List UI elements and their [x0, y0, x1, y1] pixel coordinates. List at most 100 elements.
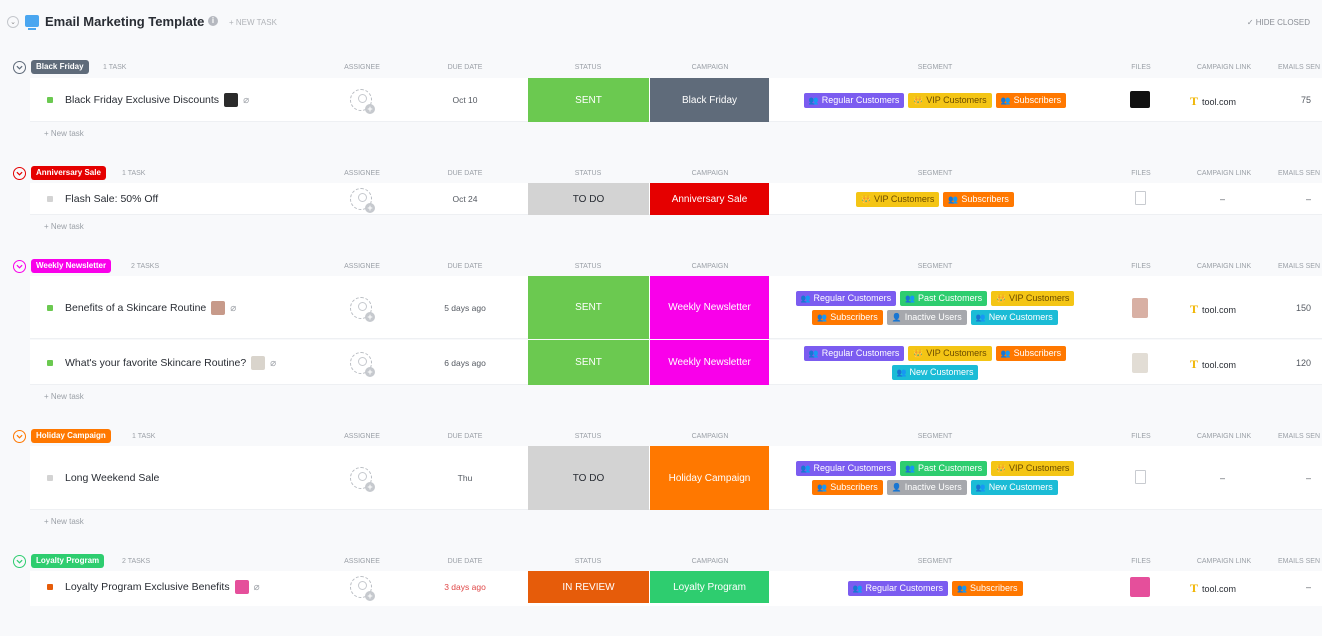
task-name[interactable]: Long Weekend Sale — [65, 472, 159, 484]
file-thumbnail[interactable] — [1130, 91, 1150, 108]
table-row[interactable]: Benefits of a Skincare Routine ⌀ 5 days … — [30, 276, 1322, 339]
segment-cell[interactable]: 👥 Regular Customers 👑 VIP Customers 👥 Subsc… — [775, 80, 1095, 120]
files-cell[interactable] — [1129, 470, 1151, 484]
col-segment[interactable]: SEGMENT — [917, 64, 953, 71]
assignee-avatar[interactable] — [350, 297, 375, 322]
assignee-avatar[interactable] — [350, 352, 375, 377]
due-date[interactable]: 5 days ago — [444, 303, 486, 313]
assignee-avatar[interactable] — [350, 89, 375, 114]
add-task-button[interactable]: + New task — [44, 392, 84, 401]
col-assignee[interactable]: ASSIGNEE — [344, 558, 380, 565]
col-due-date[interactable]: DUE DATE — [447, 170, 483, 177]
campaign-cell[interactable]: Weekly Newsletter — [650, 340, 769, 385]
files-cell[interactable] — [1129, 353, 1151, 373]
files-cell[interactable] — [1129, 577, 1151, 597]
segment-cell[interactable]: 👥 Regular Customers 👑 VIP Customers 👥 Subsc… — [775, 342, 1095, 383]
group-tag[interactable]: Anniversary Sale — [31, 166, 106, 180]
table-row[interactable]: What's your favorite Skincare Routine? ⌀… — [30, 340, 1322, 385]
group-tag[interactable]: Weekly Newsletter — [31, 259, 112, 273]
col-due-date[interactable]: DUE DATE — [447, 64, 483, 71]
col-status[interactable]: STATUS — [574, 433, 602, 440]
campaign-cell[interactable]: Black Friday — [650, 78, 769, 122]
info-icon[interactable]: i — [208, 16, 218, 26]
campaign-link-empty[interactable]: – — [1220, 473, 1226, 483]
col-campaign[interactable]: CAMPAIGN — [691, 263, 729, 270]
group-tag[interactable]: Black Friday — [31, 60, 89, 74]
table-row[interactable]: Long Weekend Sale Thu TO DO Holiday Camp… — [30, 446, 1322, 510]
task-name[interactable]: What's your favorite Skincare Routine? ⌀ — [65, 356, 276, 370]
assignee-avatar[interactable] — [350, 188, 375, 213]
col-files[interactable]: FILES — [1131, 558, 1151, 565]
segment-cell[interactable]: 👑 VIP Customers 👥 Subscribers — [775, 185, 1095, 213]
task-name[interactable]: Benefits of a Skincare Routine ⌀ — [65, 301, 236, 315]
group-toggle-icon[interactable] — [13, 167, 26, 180]
new-task-button[interactable]: + NEW TASK — [229, 18, 277, 27]
paperclip-icon[interactable]: ⌀ — [243, 94, 250, 106]
paperclip-icon[interactable]: ⌀ — [230, 302, 237, 314]
task-name[interactable]: Loyalty Program Exclusive Benefits ⌀ — [65, 580, 260, 594]
table-row[interactable]: Black Friday Exclusive Discounts ⌀ Oct 1… — [30, 78, 1322, 122]
group-toggle-icon[interactable] — [13, 555, 26, 568]
col-emails-sent[interactable]: EMAILS SEN — [1278, 64, 1321, 71]
col-campaign[interactable]: CAMPAIGN — [691, 558, 729, 565]
collapse-list-icon[interactable]: ⌄ — [7, 16, 19, 28]
segment-cell[interactable]: 👥 Regular Customers 👥 Subscribers — [775, 573, 1095, 603]
col-files[interactable]: FILES — [1131, 433, 1151, 440]
col-status[interactable]: STATUS — [574, 170, 602, 177]
file-thumbnail[interactable] — [1130, 577, 1150, 597]
col-status[interactable]: STATUS — [574, 558, 602, 565]
table-row[interactable]: Flash Sale: 50% Off Oct 24 TO DO Anniver… — [30, 183, 1322, 215]
col-segment[interactable]: SEGMENT — [917, 558, 953, 565]
col-status[interactable]: STATUS — [574, 263, 602, 270]
files-cell[interactable] — [1129, 191, 1151, 205]
status-cell[interactable]: SENT — [528, 78, 649, 122]
col-assignee[interactable]: ASSIGNEE — [344, 64, 380, 71]
col-segment[interactable]: SEGMENT — [917, 263, 953, 270]
col-due-date[interactable]: DUE DATE — [447, 263, 483, 270]
hide-closed-toggle[interactable]: ✓ HIDE CLOSED — [1247, 18, 1310, 27]
file-thumbnail[interactable] — [1132, 298, 1148, 318]
col-status[interactable]: STATUS — [574, 64, 602, 71]
assignee-avatar[interactable] — [350, 576, 375, 601]
empty-file-icon[interactable] — [1134, 470, 1146, 484]
col-due-date[interactable]: DUE DATE — [447, 433, 483, 440]
file-thumbnail[interactable] — [1132, 353, 1148, 373]
add-task-button[interactable]: + New task — [44, 129, 84, 138]
campaign-cell[interactable]: Loyalty Program — [650, 571, 769, 603]
col-assignee[interactable]: ASSIGNEE — [344, 170, 380, 177]
col-emails-sent[interactable]: EMAILS SEN — [1278, 170, 1321, 177]
due-date[interactable]: 6 days ago — [444, 358, 486, 368]
due-date[interactable]: Thu — [457, 473, 473, 483]
empty-file-icon[interactable] — [1134, 191, 1146, 205]
group-tag[interactable]: Holiday Campaign — [31, 429, 111, 443]
col-files[interactable]: FILES — [1131, 64, 1151, 71]
col-emails-sent[interactable]: EMAILS SEN — [1278, 433, 1321, 440]
task-name[interactable]: Black Friday Exclusive Discounts ⌀ — [65, 93, 249, 107]
campaign-cell[interactable]: Anniversary Sale — [650, 183, 769, 215]
paperclip-icon[interactable]: ⌀ — [253, 581, 260, 593]
due-date[interactable]: 3 days ago — [444, 582, 486, 592]
status-cell[interactable]: IN REVIEW — [528, 571, 649, 603]
campaign-cell[interactable]: Weekly Newsletter — [650, 276, 769, 339]
col-campaign[interactable]: CAMPAIGN — [691, 170, 729, 177]
col-campaign-link[interactable]: CAMPAIGN LINK — [1196, 170, 1252, 177]
status-cell[interactable]: SENT — [528, 340, 649, 385]
paperclip-icon[interactable]: ⌀ — [270, 357, 277, 369]
status-cell[interactable]: TO DO — [528, 183, 649, 215]
col-emails-sent[interactable]: EMAILS SEN — [1278, 558, 1321, 565]
status-cell[interactable]: SENT — [528, 276, 649, 339]
files-cell[interactable] — [1129, 298, 1151, 318]
due-date[interactable]: Oct 10 — [452, 95, 478, 105]
campaign-cell[interactable]: Holiday Campaign — [650, 446, 769, 510]
col-campaign[interactable]: CAMPAIGN — [691, 64, 729, 71]
col-campaign-link[interactable]: CAMPAIGN LINK — [1196, 263, 1252, 270]
col-campaign[interactable]: CAMPAIGN — [691, 433, 729, 440]
col-segment[interactable]: SEGMENT — [917, 433, 953, 440]
col-assignee[interactable]: ASSIGNEE — [344, 433, 380, 440]
col-campaign-link[interactable]: CAMPAIGN LINK — [1196, 558, 1252, 565]
segment-cell[interactable]: 👥 Regular Customers 👥 Past Customers 👑 VIP … — [775, 278, 1095, 337]
